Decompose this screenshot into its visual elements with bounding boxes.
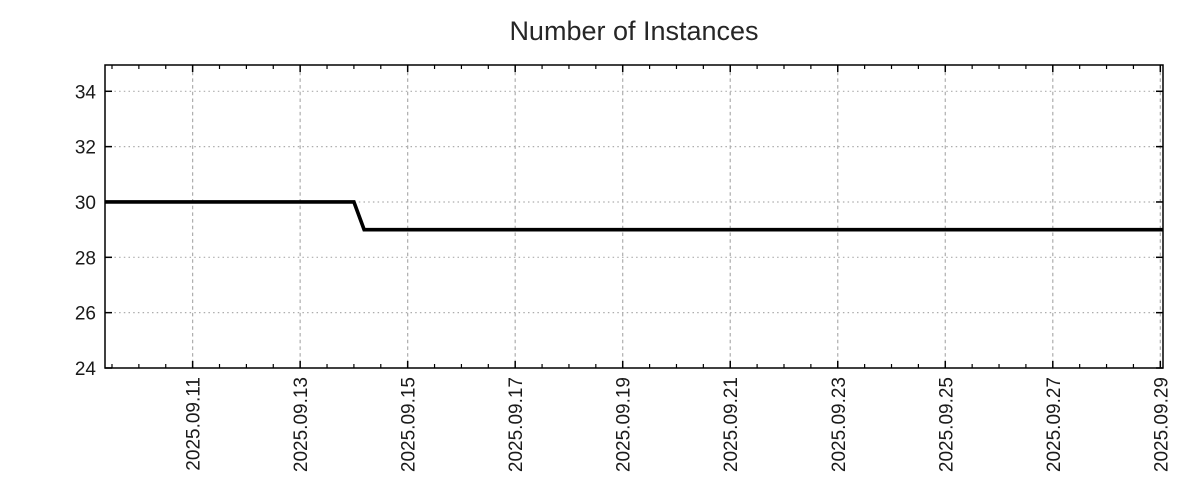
x-tick-label: 2025.09.19 — [614, 377, 635, 472]
gridlines — [105, 65, 1163, 368]
x-tick-label: 2025.09.17 — [506, 377, 527, 472]
y-tick-label: 28 — [75, 248, 96, 269]
x-tick-label: 2025.09.23 — [829, 377, 850, 472]
x-tick-label: 2025.09.13 — [291, 377, 312, 472]
axis-ticks — [105, 65, 1163, 369]
x-tick-label: 2025.09.21 — [721, 377, 742, 472]
y-tick-label: 24 — [75, 359, 97, 380]
x-tick-label: 2025.09.29 — [1151, 377, 1172, 472]
y-tick-label: 30 — [75, 193, 96, 214]
plot-border — [104, 64, 1164, 369]
y-tick-label: 34 — [75, 82, 97, 103]
chart-title: Number of Instances — [509, 16, 758, 46]
plot-frame — [104, 64, 1164, 369]
x-tick-label: 2025.09.27 — [1044, 377, 1065, 472]
data-series — [105, 200, 1163, 232]
x-tick-label: 2025.09.11 — [184, 377, 205, 471]
y-tick-label: 26 — [75, 304, 96, 325]
instances-line — [105, 200, 1163, 232]
x-tick-label: 2025.09.25 — [936, 377, 957, 472]
tick-labels: 2025.09.11 2025.09.13 2025.09.15 2025.09.17… — [75, 82, 1172, 472]
y-tick-label: 32 — [75, 138, 96, 159]
x-tick-label: 2025.09.15 — [399, 377, 420, 472]
